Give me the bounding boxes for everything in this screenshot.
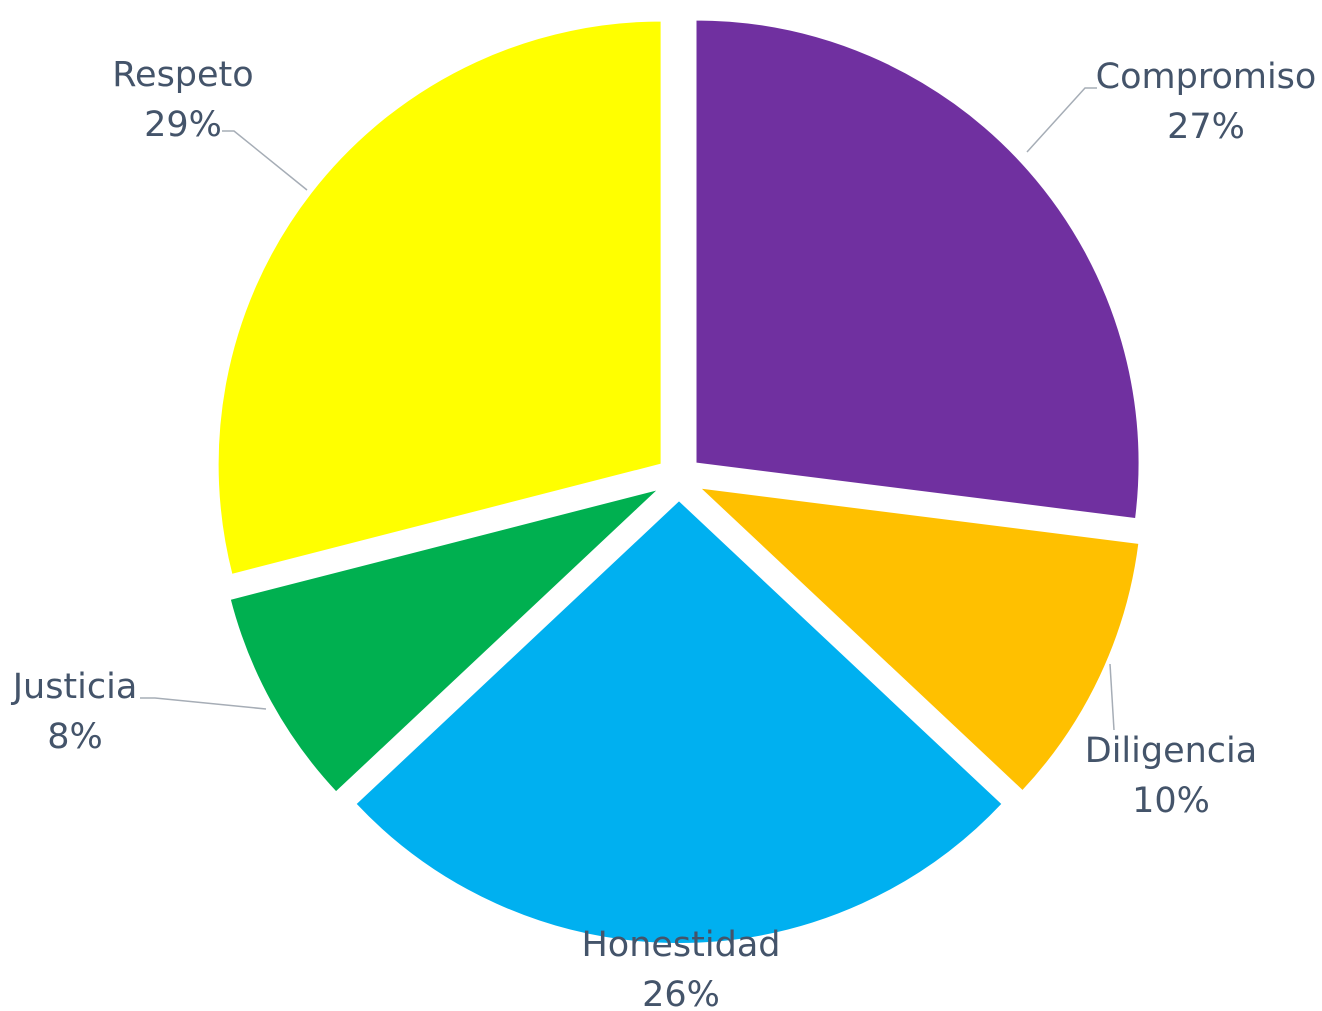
data-label-diligencia: Diligencia 10% <box>1085 731 1257 821</box>
leader-line-respeto <box>222 130 308 191</box>
data-label-percent: 26% <box>642 975 720 1007</box>
data-label-percent: 8% <box>47 717 103 757</box>
data-label-justicia: Justicia 8% <box>11 667 138 757</box>
pie-slice-respeto <box>216 19 663 577</box>
data-label-name: Respeto <box>112 55 253 95</box>
data-label-name: Honestidad <box>581 925 780 965</box>
pie-slice-justicia <box>228 487 661 794</box>
leader-line-compromiso <box>1026 87 1097 153</box>
leader-line-diligencia <box>1109 663 1115 731</box>
pie-slice-compromiso <box>694 18 1141 521</box>
data-label-percent: 29% <box>144 105 222 145</box>
data-label-percent: 10% <box>1132 781 1210 821</box>
data-label-compromiso: Compromiso 27% <box>1096 57 1317 147</box>
leader-line-justicia <box>140 697 267 710</box>
pie-slice-honestidad <box>353 498 1005 945</box>
data-label-name: Justicia <box>11 667 138 707</box>
data-label-percent: 27% <box>1167 107 1245 147</box>
data-label-name: Diligencia <box>1085 731 1257 771</box>
pie-slice-diligencia <box>695 485 1141 793</box>
data-label-name: Compromiso <box>1096 57 1317 97</box>
data-label-respeto: Respeto 29% <box>112 55 253 145</box>
data-label-honestidad: Honestidad 26% <box>581 925 780 1011</box>
